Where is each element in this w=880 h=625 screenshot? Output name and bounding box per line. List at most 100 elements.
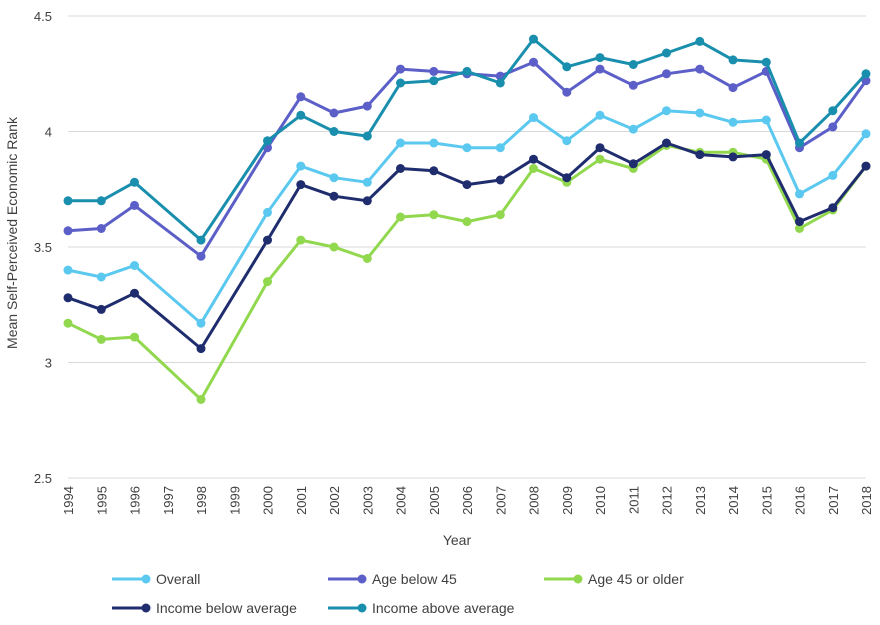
data-point-age-below-45 xyxy=(662,69,671,79)
x-tick-label: 2005 xyxy=(427,486,442,515)
data-point-overall xyxy=(695,108,705,118)
data-point-age-below-45 xyxy=(628,80,638,90)
x-tick-label: 1994 xyxy=(61,486,76,515)
data-point-age-45-or-older xyxy=(296,235,306,245)
data-point-overall xyxy=(296,161,306,171)
data-point-income-above-average xyxy=(529,34,538,44)
data-point-income-above-average xyxy=(595,53,605,63)
data-point-income-below-average xyxy=(529,154,538,164)
legend-marker-income-below-average xyxy=(141,603,151,613)
y-tick-label: 3.5 xyxy=(34,240,52,255)
x-tick-label: 2010 xyxy=(593,486,608,515)
data-point-overall xyxy=(728,117,738,127)
x-tick-label: 2000 xyxy=(261,486,276,515)
data-point-age-below-45 xyxy=(595,64,605,74)
data-point-overall xyxy=(130,261,139,270)
x-tick-label: 2018 xyxy=(859,486,874,515)
data-point-income-above-average xyxy=(861,69,871,79)
data-point-age-45-or-older xyxy=(96,334,106,344)
data-point-income-above-average xyxy=(828,106,838,116)
x-tick-label: 2007 xyxy=(493,486,508,515)
data-point-income-below-average xyxy=(396,164,405,173)
x-tick-label: 2014 xyxy=(726,486,741,515)
data-point-income-below-average xyxy=(861,161,871,171)
data-point-age-45-or-older xyxy=(462,217,472,227)
x-tick-label: 2006 xyxy=(460,486,475,515)
legend-marker-age-below-45 xyxy=(357,574,367,584)
data-point-overall xyxy=(196,318,206,328)
data-point-age-below-45 xyxy=(329,108,339,118)
data-point-income-above-average xyxy=(562,62,572,72)
legend-label-overall: Overall xyxy=(156,571,200,587)
y-tick-label: 4 xyxy=(45,125,52,140)
data-point-income-below-average xyxy=(761,150,771,160)
data-point-income-above-average xyxy=(495,78,505,88)
legend-marker-overall xyxy=(141,574,151,584)
x-tick-label: 1996 xyxy=(128,486,143,515)
x-tick-label: 1997 xyxy=(161,486,176,515)
y-tick-label: 3 xyxy=(45,356,52,371)
x-tick-label: 2002 xyxy=(327,486,342,515)
data-point-income-above-average xyxy=(96,196,106,206)
data-point-overall xyxy=(63,265,73,275)
x-tick-label: 2016 xyxy=(793,486,808,515)
y-tick-label: 2.5 xyxy=(34,471,52,486)
data-point-overall xyxy=(329,173,339,183)
data-point-age-below-45 xyxy=(828,122,838,132)
x-axis-title: Year xyxy=(443,532,472,548)
data-point-income-above-average xyxy=(296,110,306,120)
data-point-age-45-or-older xyxy=(396,212,405,222)
data-point-age-45-or-older xyxy=(529,164,538,173)
data-point-income-above-average xyxy=(263,136,272,146)
data-point-income-above-average xyxy=(728,55,738,65)
data-point-income-above-average xyxy=(196,235,206,245)
data-point-income-below-average xyxy=(795,217,804,227)
data-point-age-below-45 xyxy=(196,251,206,261)
data-point-overall xyxy=(96,272,106,282)
data-point-income-below-average xyxy=(196,344,206,354)
data-point-age-below-45 xyxy=(396,64,405,74)
data-point-income-below-average xyxy=(362,196,372,206)
x-tick-label: 1998 xyxy=(194,486,209,515)
data-point-overall xyxy=(263,207,272,217)
data-point-overall xyxy=(495,143,505,153)
data-point-age-below-45 xyxy=(728,83,738,93)
data-point-overall xyxy=(595,110,605,120)
data-point-overall xyxy=(628,124,638,134)
data-point-income-above-average xyxy=(761,57,771,67)
data-point-overall xyxy=(861,129,871,139)
x-tick-label: 2009 xyxy=(560,486,575,515)
data-point-age-45-or-older xyxy=(263,277,272,287)
data-point-income-above-average xyxy=(795,138,804,148)
x-tick-label: 2017 xyxy=(826,486,841,515)
data-point-income-above-average xyxy=(329,127,339,136)
data-point-age-below-45 xyxy=(429,66,439,76)
data-point-age-45-or-older xyxy=(429,210,439,220)
legend-label-age-below-45: Age below 45 xyxy=(372,571,457,587)
data-point-income-below-average xyxy=(96,304,106,314)
x-tick-label: 1999 xyxy=(227,486,242,515)
x-tick-label: 1995 xyxy=(94,486,109,515)
data-point-age-45-or-older xyxy=(362,254,372,263)
data-point-income-below-average xyxy=(296,180,306,190)
x-tick-label: 2004 xyxy=(394,486,409,515)
data-point-income-below-average xyxy=(429,166,439,176)
data-point-age-45-or-older xyxy=(329,242,339,252)
y-axis-title: Mean Self-Perceived Economic Rank xyxy=(4,116,20,349)
data-point-income-below-average xyxy=(695,150,705,160)
data-point-age-below-45 xyxy=(130,200,139,210)
data-point-overall xyxy=(396,138,405,148)
data-point-age-below-45 xyxy=(362,101,372,111)
x-tick-label: 2012 xyxy=(660,486,675,515)
data-point-income-above-average xyxy=(662,48,671,58)
legend-label-income-below-average: Income below average xyxy=(156,600,297,616)
x-tick-label: 2011 xyxy=(626,486,641,514)
data-point-age-45-or-older xyxy=(795,224,804,233)
data-point-income-above-average xyxy=(628,60,638,69)
data-point-overall xyxy=(462,143,472,153)
data-point-overall xyxy=(828,170,838,180)
x-tick-label: 2001 xyxy=(294,486,309,515)
y-tick-label: 4.5 xyxy=(34,9,52,24)
